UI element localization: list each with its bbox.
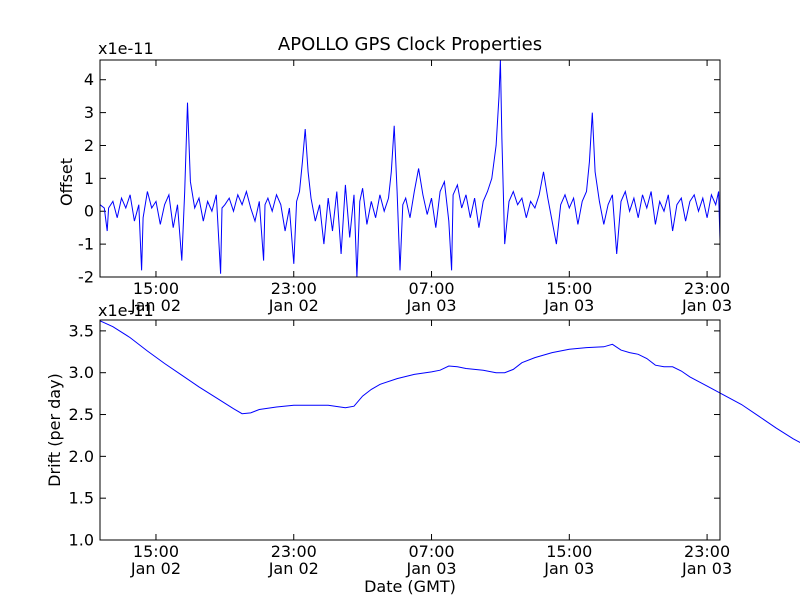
drift-ytick-label: 3.0 [69,363,94,382]
drift-axes-frame [99,319,721,541]
offset-xtick-label-date: Jan 02 [130,296,181,315]
offset-axes-frame [99,59,721,278]
offset-exponent-label: x1e-11 [98,39,154,58]
offset-ytick-label: -1 [78,235,94,254]
offset-ytick-label: 4 [84,70,94,89]
drift-xtick-label-time: 23:00 [271,542,317,561]
chart-title: APOLLO GPS Clock Properties [278,34,542,55]
offset-xtick-label-date: Jan 02 [268,296,319,315]
drift-series-line [99,320,800,444]
offset-ytick-label: 2 [84,136,94,155]
offset-xtick-label-time: 23:00 [271,279,317,298]
drift-xtick-label-time: 23:00 [684,542,730,561]
drift-ytick-label: 2.0 [69,447,94,466]
offset-ytick-label: 0 [84,202,94,221]
drift-xtick-label-date: Jan 02 [268,559,319,578]
offset-ytick-label: 1 [84,169,94,188]
x-axis-label: Date (GMT) [364,577,456,596]
drift-xtick-label-time: 15:00 [546,542,592,561]
offset-xtick-label-date: Jan 03 [681,296,732,315]
drift-xtick-label-date: Jan 03 [681,559,732,578]
offset-ytick-label: 3 [84,103,94,122]
drift-ytick-label: 2.5 [69,405,94,424]
drift-ytick-label: 1.5 [69,489,94,508]
drift-ytick-label: 3.5 [69,321,94,340]
offset-plot-area [100,60,720,277]
offset-ylabel: Offset [57,158,76,206]
offset-series-line [99,59,721,278]
offset-ytick-label: -2 [78,268,94,287]
offset-xtick-label-date: Jan 03 [405,296,456,315]
drift-exponent-label: x1e-11 [98,301,154,320]
offset-xtick-label-time: 15:00 [133,279,179,298]
drift-xtick-label-date: Jan 03 [405,559,456,578]
drift-plot-area [100,320,720,540]
drift-ytick-label: 1.0 [69,531,94,550]
drift-xtick-label-time: 07:00 [408,542,454,561]
drift-xtick-label-time: 15:00 [133,542,179,561]
offset-series [99,59,721,278]
offset-xtick-label-time: 07:00 [408,279,454,298]
drift-ylabel: Drift (per day) [45,373,64,487]
drift-xtick-label-date: Jan 03 [543,559,594,578]
offset-xtick-label-date: Jan 03 [543,296,594,315]
drift-xtick-label-date: Jan 02 [130,559,181,578]
drift-series [99,320,800,444]
offset-xtick-label-time: 23:00 [684,279,730,298]
offset-xtick-label-time: 15:00 [546,279,592,298]
